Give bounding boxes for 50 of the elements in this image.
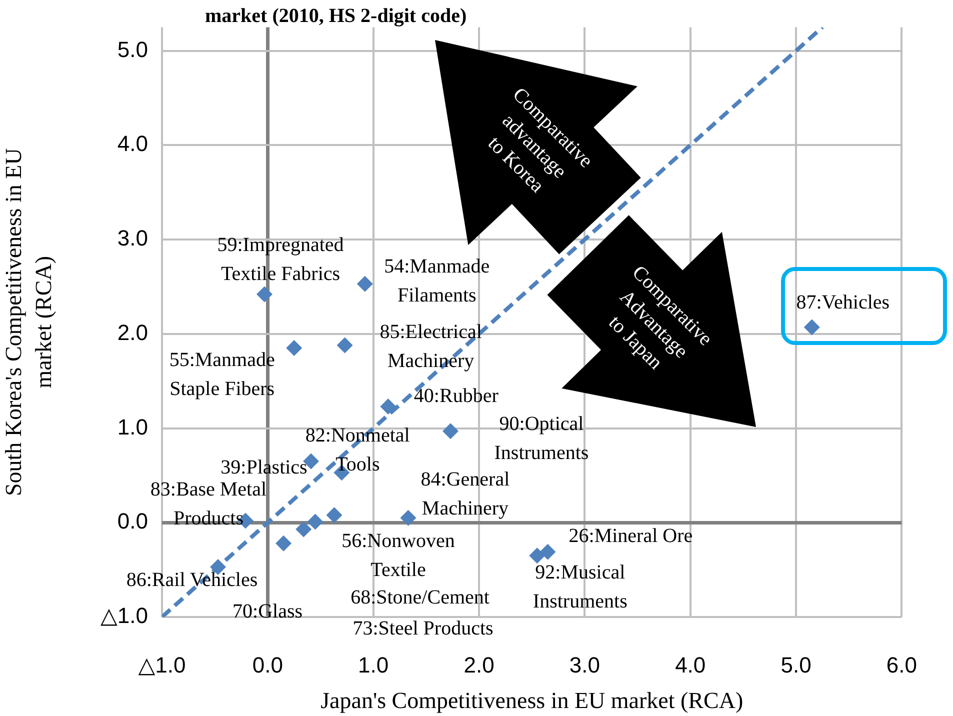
annotation: 83:Base Metal Products — [150, 478, 267, 530]
y-tick-label: 1.0 — [117, 414, 148, 440]
x-tick-label: 1.0 — [358, 652, 389, 678]
x-tick-label: 5.0 — [780, 652, 812, 678]
annotation: 84:General Machinery — [420, 468, 510, 520]
annotation: 85:Electrical Machinery — [380, 320, 482, 372]
annotation: 54:Manmade Filaments — [384, 256, 490, 307]
x-tick-label: 4.0 — [675, 652, 706, 678]
point — [529, 548, 546, 564]
annotation: 92:Musical Instruments — [532, 561, 628, 612]
y-tick-label: 2.0 — [117, 320, 148, 345]
x-axis-title: Japan's Competitiveness in EU market (RCA) — [320, 688, 744, 714]
point — [326, 507, 342, 524]
point — [296, 521, 312, 538]
y-tick-label: 0.0 — [117, 508, 148, 534]
x-tick-label: 2.0 — [464, 652, 494, 678]
annotation: 55:Manmade Staple Fibers — [169, 348, 275, 400]
x-tick-label: △1.0 — [138, 652, 186, 678]
y-tick-label: 4.0 — [117, 131, 148, 156]
chart-title: market (2010, HS 2-digit code) — [205, 5, 467, 28]
point — [256, 286, 273, 302]
point — [804, 319, 820, 336]
y-tick-label: 3.0 — [117, 226, 148, 251]
annotation: 70:Glass — [232, 600, 303, 623]
point — [540, 544, 556, 560]
annotation: 56:Nonwoven Textile — [342, 530, 455, 581]
point — [380, 398, 396, 415]
x-tick-label: 3.0 — [569, 652, 600, 678]
annotation: 59:Impregnated Textile Fabrics — [217, 234, 344, 286]
annotation: 87:Vehicles — [796, 292, 890, 314]
y-tick-label: △1.0 — [100, 603, 148, 628]
annotation: 39:Plastics — [220, 456, 308, 479]
point — [286, 340, 302, 356]
point — [336, 337, 353, 354]
y-axis-title: South Korea's Competitiveness in EU market (RCA) — [0, 148, 56, 496]
point — [356, 276, 373, 292]
point — [400, 510, 416, 526]
text: 73:Steel Products — [352, 617, 494, 640]
x-tick-label: 6.0 — [886, 652, 918, 678]
annotation: 90:Optical Instruments — [494, 412, 589, 464]
point — [442, 423, 458, 440]
annotation: 86:Rail Vehicles — [126, 569, 258, 592]
annotation: 68:Stone/Cement — [350, 586, 490, 608]
annotation: 40:Rubber — [414, 384, 499, 407]
annotation: 26:Mineral Ore — [568, 525, 693, 548]
point — [276, 535, 292, 552]
y-tick-label: 5.0 — [117, 36, 148, 62]
x-tick-label: 0.0 — [252, 652, 283, 678]
point — [307, 514, 324, 530]
annotation: 82:Nonmetal Tools — [305, 424, 410, 476]
